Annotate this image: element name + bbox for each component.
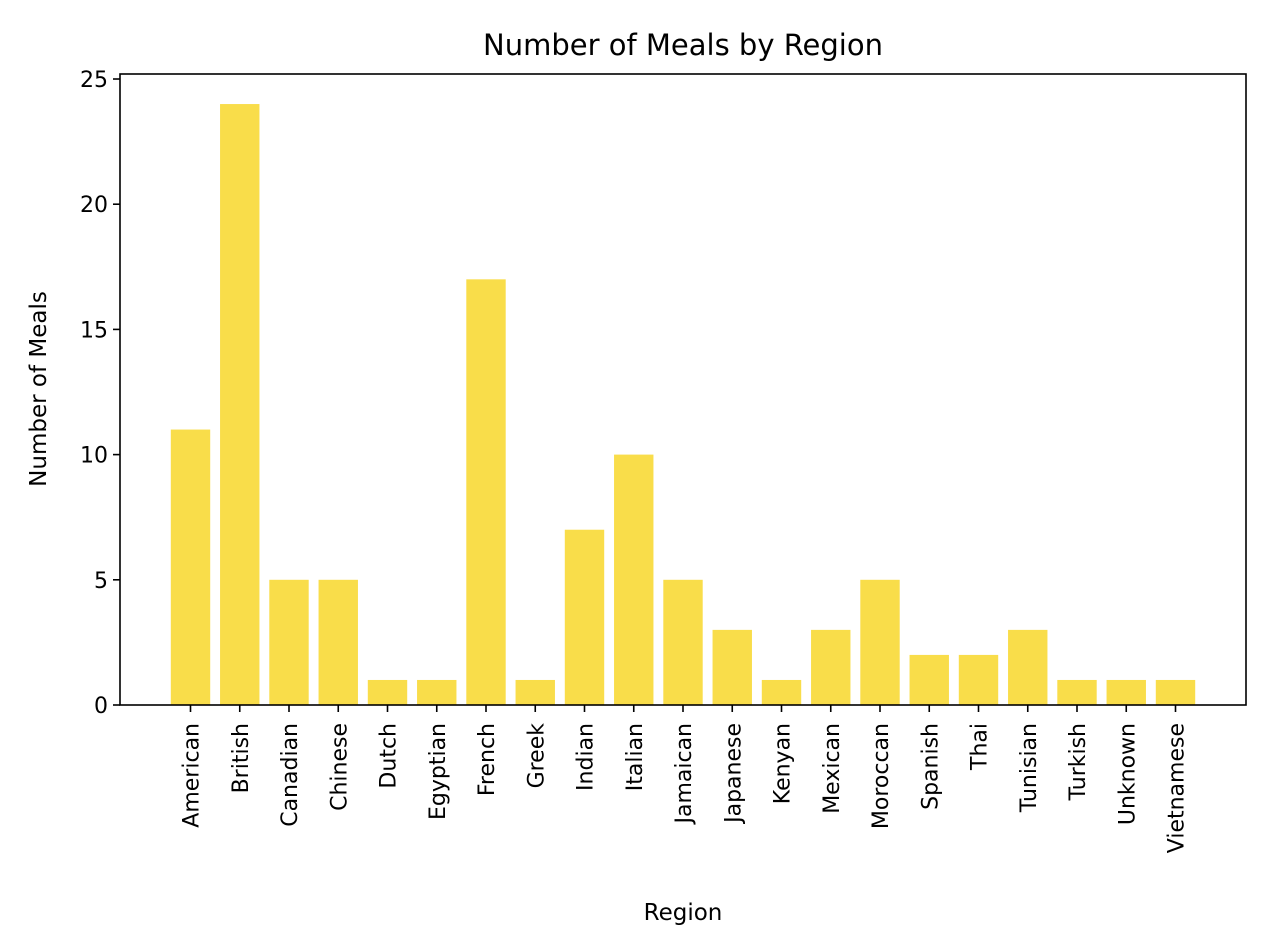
x-axis-label: Region <box>644 900 723 926</box>
bar-jamaican <box>663 579 703 705</box>
y-tick-label: 0 <box>94 694 108 719</box>
x-tick-label-mexican: Mexican <box>820 723 845 814</box>
x-tick-label-tunisian: Tunisian <box>1017 723 1042 813</box>
bar-tunisian <box>1008 629 1048 705</box>
x-tick-label-turkish: Turkish <box>1066 723 1091 801</box>
bar-dutch <box>367 679 408 705</box>
bar-greek <box>515 679 555 705</box>
bar-japanese <box>712 629 752 705</box>
y-tick-label: 20 <box>80 193 108 218</box>
plot-frame <box>119 73 1247 706</box>
y-tick-label: 10 <box>80 444 108 469</box>
bar-egyptian <box>417 679 457 705</box>
y-tick-label: 15 <box>80 318 108 343</box>
bar-unknown <box>1106 679 1146 705</box>
x-tick-label-greek: Greek <box>524 723 549 789</box>
x-axis-ticks: American British Canadian Chinese Dutch Egypt… <box>180 705 1190 853</box>
bar-canadian <box>269 579 309 705</box>
bar-vietnamese <box>1155 679 1196 705</box>
y-axis-ticks: 0 5 10 15 20 25 <box>80 68 120 719</box>
bar-turkish <box>1057 679 1097 705</box>
x-tick-label-british: British <box>229 723 254 793</box>
bar-spanish <box>909 654 949 705</box>
x-tick-label-japanese: Japanese <box>721 723 746 825</box>
y-axis-label: Number of Meals <box>26 291 52 487</box>
y-tick-label: 25 <box>80 68 108 93</box>
bar-british <box>220 104 260 706</box>
x-tick-label-spanish: Spanish <box>918 723 943 810</box>
x-tick-label-jamaican: Jamaican <box>672 723 697 826</box>
bar-mexican <box>811 629 851 705</box>
bars-layer <box>170 104 1196 706</box>
x-tick-label-thai: Thai <box>968 723 993 771</box>
x-tick-label-egyptian: Egyptian <box>426 723 451 820</box>
x-tick-label-dutch: Dutch <box>377 723 402 789</box>
x-tick-label-moroccan: Moroccan <box>869 723 894 829</box>
x-tick-label-unknown: Unknown <box>1115 723 1140 825</box>
bar-american <box>170 429 211 705</box>
bar-kenyan <box>761 679 802 705</box>
x-tick-label-italian: Italian <box>623 723 648 791</box>
bar-moroccan <box>860 579 900 705</box>
x-tick-label-french: French <box>475 723 500 796</box>
bar-italian <box>614 454 654 705</box>
bar-indian <box>564 529 605 705</box>
x-tick-label-kenyan: Kenyan <box>771 723 796 804</box>
chart-title: Number of Meals by Region <box>483 28 883 62</box>
bar-thai <box>958 654 999 705</box>
x-tick-label-american: American <box>180 723 205 828</box>
x-tick-label-vietnamese: Vietnamese <box>1165 723 1190 853</box>
bar-french <box>466 279 506 705</box>
x-tick-label-indian: Indian <box>574 723 599 791</box>
y-tick-label: 5 <box>94 569 108 594</box>
x-tick-label-chinese: Chinese <box>327 723 352 811</box>
bar-chinese <box>318 579 358 705</box>
x-tick-label-canadian: Canadian <box>278 723 303 827</box>
